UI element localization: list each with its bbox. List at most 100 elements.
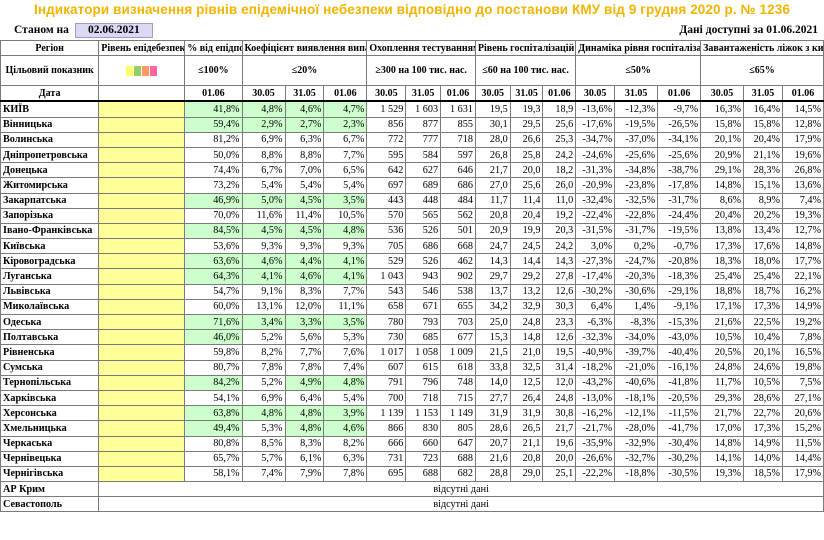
dyn-cell: -40,4% [657, 344, 702, 361]
level-cell [98, 344, 186, 361]
det-cell: 4,5% [284, 192, 325, 209]
det-cell: 8,3% [284, 435, 325, 452]
dyn-cell: -18,1% [614, 389, 659, 407]
beds-cell: 15,8% [743, 116, 783, 133]
target-hosp-level: ≤60 на 100 тис. нас. [474, 55, 577, 87]
level-cell [98, 222, 186, 240]
beds-cell: 24,8% [700, 359, 745, 376]
table-body: КИЇВ 41,8% 4,8% 4,6% 4,7% 1 529 1 603 1 631 19,5… [0, 100, 824, 513]
test-cell: 748 [440, 374, 476, 391]
beds-cell: 12,8% [781, 116, 824, 133]
hosp-cell: 30,8 [542, 405, 577, 422]
det-cell: 4,5% [241, 222, 286, 240]
level-cell [98, 329, 186, 346]
hosp-cell: 32,9 [509, 298, 544, 316]
pct-threshold-cell: 63,6% [184, 253, 243, 270]
dyn-cell: -41,8% [657, 374, 702, 391]
hosp-cell: 28,6 [474, 420, 511, 437]
test-cell: 1 153 [405, 405, 442, 422]
det-cell: 8,3% [284, 283, 325, 300]
pct-threshold-cell: 46,9% [184, 192, 243, 209]
test-cell: 597 [440, 146, 476, 164]
dyn-cell: -31,3% [575, 162, 616, 179]
det-cell: 9,3% [284, 238, 325, 255]
pct-threshold-cell: 46,0% [184, 329, 243, 346]
hosp-cell: 31,9 [509, 405, 544, 422]
date-test-3: 01.06 [440, 85, 476, 103]
test-cell: 723 [405, 450, 442, 467]
test-cell: 805 [440, 420, 476, 437]
test-cell: 688 [440, 450, 476, 467]
beds-cell: 21,6% [700, 313, 745, 331]
hosp-cell: 21,0 [509, 344, 544, 361]
dyn-cell: -30,4% [657, 435, 702, 452]
hosp-cell: 24,7 [474, 238, 511, 255]
det-cell: 2,7% [284, 116, 325, 133]
pct-threshold-cell: 81,2% [184, 131, 243, 148]
test-cell: 1 043 [366, 268, 407, 285]
table-row: Миколаївська 60,0% 13,1% 12,0% 11,1% 658 671 65… [0, 298, 824, 316]
dyn-cell: -39,7% [614, 344, 659, 361]
dyn-cell: -0,7% [657, 238, 702, 255]
target-pct-threshold: ≤100% [184, 55, 243, 87]
det-cell: 6,5% [323, 162, 368, 179]
hosp-cell: 20,9 [474, 222, 511, 240]
date-dyn-3: 01.06 [657, 85, 702, 103]
det-cell: 5,3% [323, 329, 368, 346]
dyn-cell: 0,2% [614, 238, 659, 255]
det-cell: 7,9% [284, 465, 325, 483]
table-row: Закарпатська 46,9% 5,0% 4,5% 3,5% 443 448 484 11… [0, 192, 824, 209]
pct-threshold-cell: 80,7% [184, 359, 243, 376]
beds-cell: 17,6% [743, 238, 783, 255]
dyn-cell: -21,7% [575, 420, 616, 437]
det-cell: 3,9% [323, 405, 368, 422]
dyn-cell: -12,3% [614, 100, 659, 118]
test-cell: 484 [440, 192, 476, 209]
region-name: Дніпропетровська [0, 146, 100, 164]
table-row: Івано-Франківська 84,5% 4,5% 4,5% 4,8% 536 526… [0, 222, 824, 240]
det-cell: 5,4% [284, 177, 325, 194]
date-dyn-2: 31.05 [614, 85, 659, 103]
beds-cell: 14,4% [781, 450, 824, 467]
test-cell: 565 [405, 207, 442, 224]
table-row: Сумська 80,7% 7,8% 7,8% 7,4% 607 615 618 33,8 32,… [0, 359, 824, 376]
det-cell: 5,7% [241, 450, 286, 467]
det-cell: 3,5% [323, 313, 368, 331]
table-row: Кіровоградська 63,6% 4,6% 4,4% 4,1% 529 526 462… [0, 253, 824, 270]
hosp-cell: 30,3 [542, 298, 577, 316]
table-row: Херсонська 63,8% 4,8% 4,8% 3,9% 1 139 1 153 1 1… [0, 405, 824, 422]
hosp-cell: 11,7 [474, 192, 511, 209]
test-cell: 793 [405, 313, 442, 331]
hosp-cell: 14,0 [474, 374, 511, 391]
level-cell [98, 131, 186, 148]
hosp-cell: 20,8 [509, 450, 544, 467]
region-name: Тернопільська [0, 374, 100, 391]
dyn-cell: -30,6% [614, 283, 659, 300]
beds-cell: 14,9% [781, 298, 824, 316]
test-cell: 562 [440, 207, 476, 224]
det-cell: 6,4% [284, 389, 325, 407]
table-row: Рівненська 59,8% 8,2% 7,7% 7,6% 1 017 1 058 1 0… [0, 344, 824, 361]
dyn-cell: -17,8% [657, 177, 702, 194]
beds-cell: 14,8% [781, 238, 824, 255]
dyn-cell: -22,8% [614, 207, 659, 224]
det-cell: 7,0% [284, 162, 325, 179]
test-cell: 1 058 [405, 344, 442, 361]
beds-cell: 25,4% [743, 268, 783, 285]
hosp-cell: 33,8 [474, 359, 511, 376]
dyn-cell: -34,7% [575, 131, 616, 148]
test-cell: 877 [405, 116, 442, 133]
beds-cell: 12,7% [781, 222, 824, 240]
det-cell: 6,3% [323, 450, 368, 467]
table-row: Житомирська 73,2% 5,4% 5,4% 5,4% 697 689 686 27,… [0, 177, 824, 194]
test-cell: 538 [440, 283, 476, 300]
as-of-date: 02.06.2021 [74, 22, 153, 38]
hosp-cell: 25,1 [542, 465, 577, 483]
dyn-cell: -23,8% [614, 177, 659, 194]
level-cell [98, 162, 186, 179]
data-available-note: Дані доступні за 01.06.2021 [679, 24, 818, 36]
hosp-cell: 19,5 [542, 344, 577, 361]
test-cell: 772 [366, 131, 407, 148]
beds-cell: 20,4% [700, 207, 745, 224]
pct-threshold-cell: 58,1% [184, 465, 243, 483]
